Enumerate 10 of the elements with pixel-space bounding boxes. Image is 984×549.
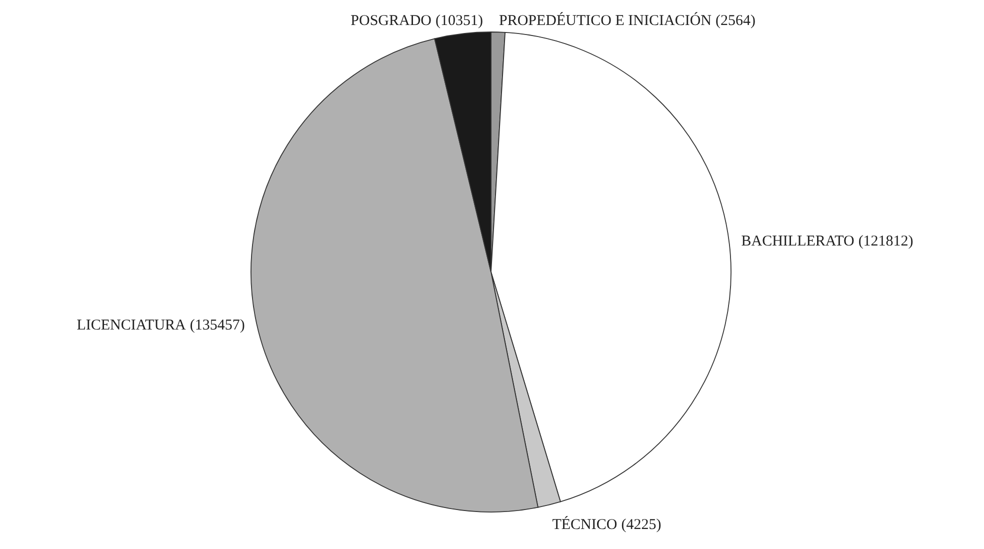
data-label: (10351) [436, 13, 483, 30]
data-label: (121812) [858, 234, 914, 250]
data-label: (135457) [190, 318, 245, 334]
slice-label: LICENCIATURA [76, 318, 186, 334]
slice-label: PROPEDÉUTICO E INICIACIÓN [499, 12, 712, 30]
slice-label: BACHILLERATO [741, 234, 854, 250]
slice-label: POSGRADO [350, 13, 432, 30]
slice-label: TÉCNICO [552, 516, 618, 534]
data-label: (2564) [716, 13, 756, 30]
data-label: (4225) [621, 517, 662, 534]
